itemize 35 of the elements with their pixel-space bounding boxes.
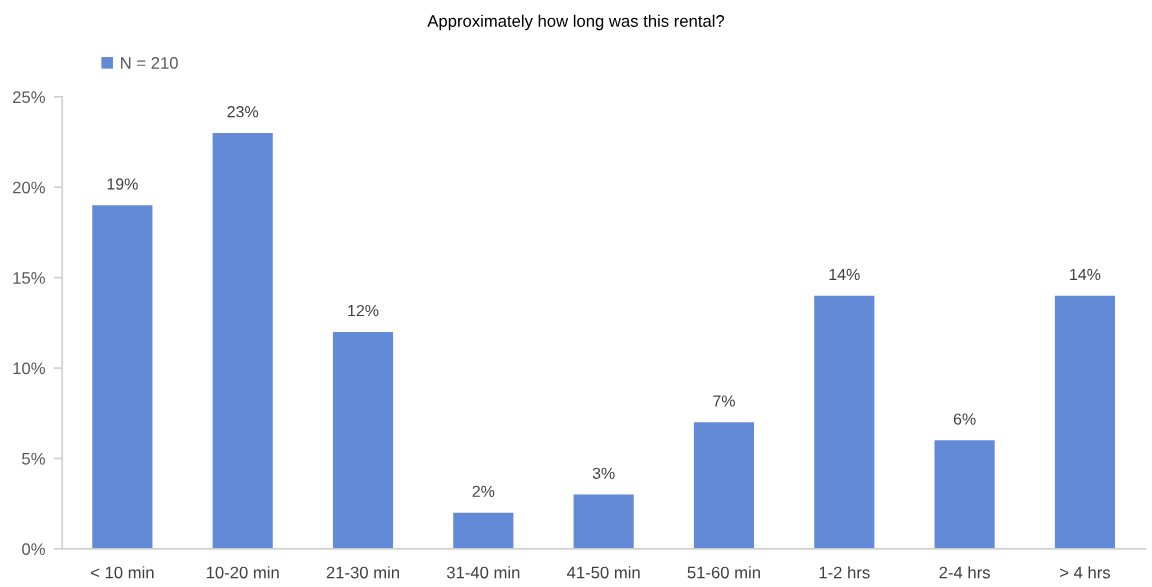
data-label: 14% (1070, 268, 1101, 281)
x-tick-label: < 10 min (91, 566, 154, 579)
bar (212, 133, 273, 549)
y-tick-label: 5% (22, 452, 45, 465)
bar (934, 440, 995, 549)
bar (92, 205, 153, 549)
y-tick-label: 25% (13, 91, 45, 104)
data-label: 12% (348, 304, 379, 317)
x-tick-label: 31-40 min (446, 566, 520, 579)
chart-title: Approximately how long was this rental? (427, 14, 725, 31)
x-tick-label: 10-20 min (206, 566, 279, 579)
bar (573, 494, 634, 549)
x-tick-label: 1-2 hrs (819, 566, 870, 579)
data-label: 7% (713, 395, 735, 407)
data-label: 19% (107, 178, 138, 190)
data-label: 14% (829, 268, 860, 281)
bar (693, 422, 755, 549)
bar (453, 512, 514, 549)
x-tick-label: > 4 hrs (1060, 566, 1111, 579)
data-label: 6% (953, 413, 976, 425)
data-label: 3% (592, 467, 615, 479)
bar (1054, 295, 1116, 549)
y-tick-label: 20% (13, 181, 45, 194)
legend-label: N = 210 (121, 57, 178, 69)
y-tick-label: 0% (22, 543, 45, 556)
bar (332, 331, 394, 549)
y-tick-label: 10% (13, 362, 45, 375)
x-tick-label: 2-4 hrs (939, 566, 990, 579)
x-tick-label: 51-60 min (687, 566, 760, 579)
x-tick-label: 21-30 min (326, 566, 399, 579)
data-label: 23% (227, 106, 259, 118)
y-tick-label: 15% (13, 272, 45, 284)
data-label: 2% (472, 485, 495, 497)
bar (814, 295, 875, 549)
x-tick-label: 41-50 min (566, 566, 640, 579)
